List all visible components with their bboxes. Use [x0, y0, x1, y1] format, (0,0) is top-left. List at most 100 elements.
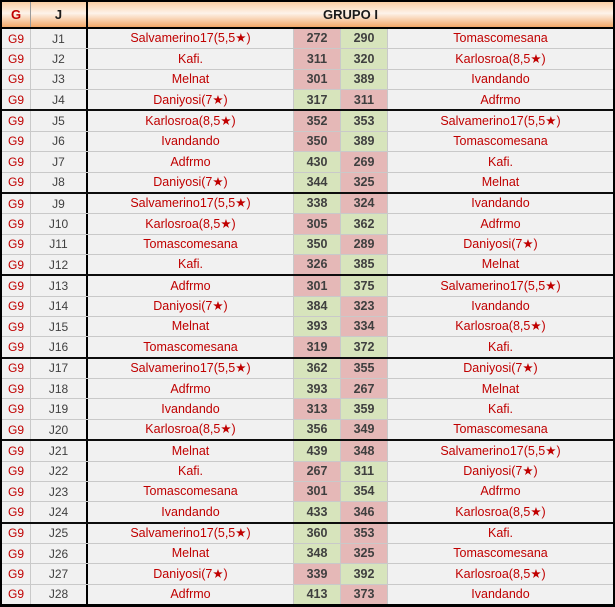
away-player-cell: Karlosroa(8,5★) — [455, 566, 546, 581]
home-player-cell: Tomascomesana — [88, 481, 294, 502]
match-row: G9 J20 Karlosroa(8,5★) 356 349 Tomascome… — [2, 419, 613, 442]
home-score-cell: 344 — [294, 172, 341, 192]
home-score-cell: 272 — [294, 29, 341, 49]
match-number-cell: J8 — [31, 172, 88, 192]
group-cell: G9 — [2, 358, 31, 379]
match-row: G9 J16 Tomascomesana 319 372 Kafi. — [2, 337, 613, 359]
home-player-cell: Kafi. — [88, 49, 294, 69]
away-player-cell: Ivandando — [471, 196, 530, 211]
home-score-cell: 319 — [294, 337, 341, 357]
away-player-cell: Ivandando — [471, 587, 530, 602]
group-cell: G9 — [2, 29, 31, 49]
match-number-cell: J23 — [31, 481, 88, 502]
match-row: G9 J1 Salvamerino17(5,5★) 272 290 Tomasc… — [2, 29, 613, 50]
away-score-cell: 267 — [341, 379, 388, 399]
match-row: G9 J7 Adfrmo 430 269 Kafi. — [2, 152, 613, 173]
match-number-cell: J1 — [31, 29, 88, 49]
home-player-cell: Ivandando — [88, 131, 294, 152]
away-score-cell: 385 — [341, 254, 388, 275]
away-player-cell: Melnat — [481, 174, 520, 189]
group-cell: G9 — [2, 379, 31, 399]
home-score-cell: 326 — [294, 254, 341, 275]
home-score-cell: 350 — [294, 131, 341, 152]
group-cell: G9 — [2, 419, 31, 440]
away-score-cell: 373 — [341, 584, 388, 605]
group-cell: G9 — [2, 317, 31, 337]
group-cell: G9 — [2, 152, 31, 172]
home-player-cell: Ivandando — [88, 502, 294, 522]
home-score-cell: 413 — [294, 584, 341, 605]
home-player-cell: Ivandando — [88, 399, 294, 419]
match-number-cell: J2 — [31, 49, 88, 69]
away-score-cell: 349 — [341, 419, 388, 440]
match-number-cell: J27 — [31, 564, 88, 584]
match-row: G9 J15 Melnat 393 334 Karlosroa(8,5★) — [2, 317, 613, 338]
away-player-cell: Daniyosi(7★) — [463, 361, 538, 376]
away-player-cell: Kafi. — [487, 339, 513, 354]
home-score-cell: 301 — [294, 481, 341, 502]
home-score-cell: 384 — [294, 296, 341, 317]
match-row: G9 J22 Kafi. 267 311 Daniyosi(7★) — [2, 461, 613, 482]
away-score-cell: 389 — [341, 131, 388, 152]
header-group-title: GRUPO I — [88, 2, 613, 27]
match-row: G9 J13 Adfrmo 301 375 Salvamerino17(5,5★… — [2, 276, 613, 297]
home-player-cell: Kafi. — [88, 461, 294, 481]
header-col-j: J — [31, 2, 88, 27]
away-score-cell: 346 — [341, 502, 388, 522]
home-score-cell: 267 — [294, 461, 341, 481]
match-row: G9 J12 Kafi. 326 385 Melnat — [2, 254, 613, 277]
match-row: G9 J10 Karlosroa(8,5★) 305 362 Adfrmo — [2, 214, 613, 235]
match-row: G9 J14 Daniyosi(7★) 384 323 Ivandando — [2, 296, 613, 318]
match-number-cell: J7 — [31, 152, 88, 172]
home-player-cell: Salvamerino17(5,5★) — [88, 193, 294, 214]
away-player-cell: Tomascomesana — [453, 422, 548, 437]
away-player-cell: Adfrmo — [480, 92, 521, 107]
home-player-cell: Adfrmo — [88, 152, 294, 172]
table-body: G9 J1 Salvamerino17(5,5★) 272 290 Tomasc… — [2, 29, 613, 605]
away-player-cell: Melnat — [481, 257, 520, 272]
away-score-cell: 320 — [341, 49, 388, 69]
home-player-cell: Melnat — [88, 69, 294, 90]
match-row: G9 J17 Salvamerino17(5,5★) 362 355 Daniy… — [2, 358, 613, 380]
home-score-cell: 311 — [294, 49, 341, 69]
home-player-cell: Melnat — [88, 441, 294, 461]
match-number-cell: J26 — [31, 543, 88, 564]
match-row: G9 J11 Tomascomesana 350 289 Daniyosi(7★… — [2, 234, 613, 255]
group-cell: G9 — [2, 131, 31, 152]
match-number-cell: J3 — [31, 69, 88, 90]
away-score-cell: 359 — [341, 399, 388, 419]
home-player-cell: Tomascomesana — [88, 337, 294, 357]
home-player-cell: Melnat — [88, 543, 294, 564]
away-score-cell: 325 — [341, 172, 388, 192]
away-score-cell: 324 — [341, 193, 388, 214]
home-score-cell: 430 — [294, 152, 341, 172]
match-number-cell: J11 — [31, 234, 88, 254]
group-cell: G9 — [2, 111, 31, 131]
match-row: G9 J28 Adfrmo 413 373 Ivandando — [2, 584, 613, 605]
group-cell: G9 — [2, 296, 31, 317]
match-number-cell: J5 — [31, 111, 88, 131]
away-score-cell: 375 — [341, 276, 388, 296]
away-score-cell: 353 — [341, 111, 388, 131]
home-player-cell: Tomascomesana — [88, 234, 294, 254]
match-row: G9 J27 Daniyosi(7★) 339 392 Karlosroa(8,… — [2, 564, 613, 585]
away-score-cell: 354 — [341, 481, 388, 502]
match-number-cell: J4 — [31, 90, 88, 110]
header-col-g: G — [2, 2, 31, 27]
match-number-cell: J28 — [31, 584, 88, 605]
away-player-cell: Adfrmo — [480, 484, 521, 499]
home-score-cell: 313 — [294, 399, 341, 419]
home-player-cell: Adfrmo — [88, 379, 294, 399]
home-score-cell: 305 — [294, 214, 341, 234]
match-row: G9 J5 Karlosroa(8,5★) 352 353 Salvamerin… — [2, 111, 613, 132]
match-row: G9 J3 Melnat 301 389 Ivandando — [2, 69, 613, 91]
home-score-cell: 433 — [294, 502, 341, 522]
match-row: G9 J6 Ivandando 350 389 Tomascomesana — [2, 131, 613, 153]
away-score-cell: 355 — [341, 358, 388, 379]
group-cell: G9 — [2, 337, 31, 357]
home-score-cell: 439 — [294, 441, 341, 461]
home-player-cell: Salvamerino17(5,5★) — [88, 523, 294, 543]
away-player-cell: Karlosroa(8,5★) — [455, 51, 546, 66]
home-score-cell: 362 — [294, 358, 341, 379]
